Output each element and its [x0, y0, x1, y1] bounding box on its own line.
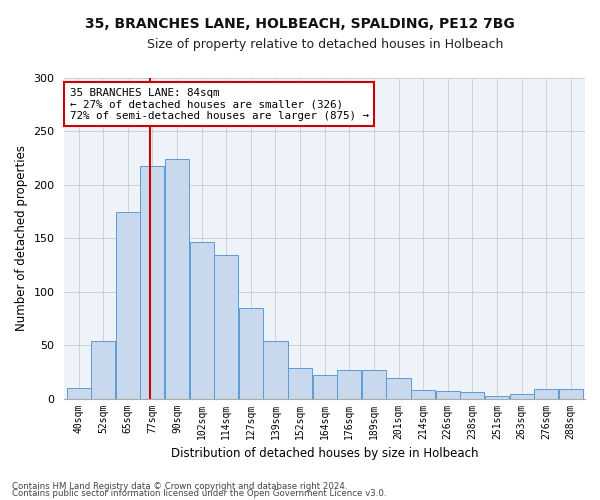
Title: Size of property relative to detached houses in Holbeach: Size of property relative to detached ho…: [146, 38, 503, 51]
Bar: [190, 242, 214, 398]
Bar: [313, 375, 337, 398]
Text: Contains public sector information licensed under the Open Government Licence v3: Contains public sector information licen…: [12, 489, 386, 498]
Text: 35 BRANCHES LANE: 84sqm
← 27% of detached houses are smaller (326)
72% of semi-d: 35 BRANCHES LANE: 84sqm ← 27% of detache…: [70, 88, 368, 121]
Bar: [239, 308, 263, 398]
Bar: [509, 394, 533, 398]
Bar: [67, 388, 91, 398]
Bar: [386, 378, 410, 398]
X-axis label: Distribution of detached houses by size in Holbeach: Distribution of detached houses by size …: [171, 447, 478, 460]
Bar: [485, 396, 509, 398]
Bar: [140, 166, 164, 398]
Bar: [460, 392, 484, 398]
Bar: [362, 370, 386, 398]
Bar: [534, 389, 558, 398]
Bar: [165, 159, 189, 398]
Bar: [337, 370, 361, 398]
Bar: [214, 256, 238, 398]
Bar: [288, 368, 312, 398]
Bar: [436, 391, 460, 398]
Bar: [411, 390, 435, 398]
Y-axis label: Number of detached properties: Number of detached properties: [15, 146, 28, 332]
Text: 35, BRANCHES LANE, HOLBEACH, SPALDING, PE12 7BG: 35, BRANCHES LANE, HOLBEACH, SPALDING, P…: [85, 18, 515, 32]
Bar: [559, 389, 583, 398]
Bar: [116, 212, 140, 398]
Bar: [263, 341, 287, 398]
Bar: [91, 341, 115, 398]
Text: Contains HM Land Registry data © Crown copyright and database right 2024.: Contains HM Land Registry data © Crown c…: [12, 482, 347, 491]
